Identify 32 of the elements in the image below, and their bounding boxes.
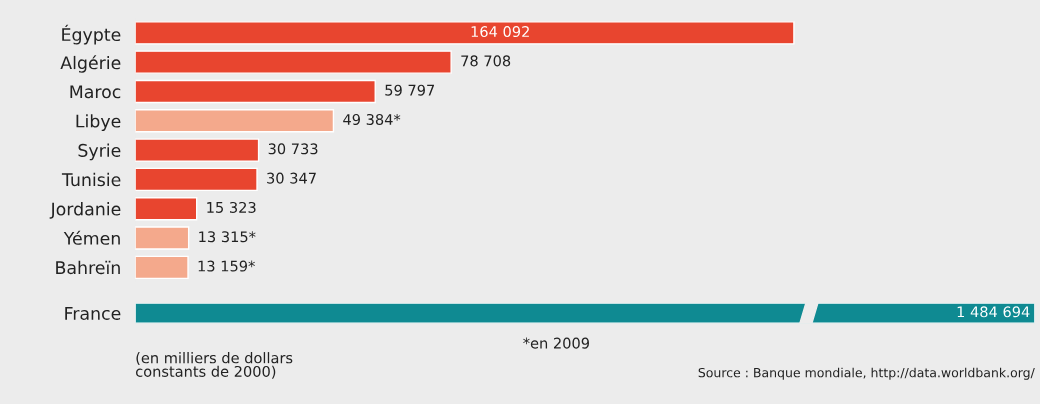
bar — [135, 79, 376, 104]
bar — [135, 21, 795, 45]
data-label: 164 092 — [471, 26, 529, 38]
data-label: 15 323 — [207, 201, 256, 213]
data-label: 59 797 — [385, 84, 435, 96]
data-label: 78 708 — [461, 55, 511, 67]
data-label: 13 315* — [199, 231, 256, 243]
data-label: 13 159* — [198, 260, 255, 272]
y-tick-label: Algérie — [60, 55, 121, 73]
bar — [135, 167, 258, 192]
bar — [135, 226, 190, 250]
bar — [135, 197, 198, 221]
y-tick-label: Égypte — [62, 24, 121, 45]
annotation: *en 2009 — [523, 337, 589, 349]
bar — [135, 138, 260, 162]
bar — [135, 50, 452, 74]
y-tick-label: France — [65, 307, 121, 320]
y-tick-label: Bahreïn — [56, 260, 120, 275]
y-tick-label: Jordanie — [49, 202, 121, 219]
y-tick-label: Yémen — [63, 230, 120, 245]
y-tick-label: Libye — [76, 114, 121, 131]
bar — [135, 109, 335, 133]
bar — [135, 255, 189, 280]
annotation: (en milliers de dollars constants de 2000) — [136, 352, 293, 379]
y-tick-label: Syrie — [78, 143, 121, 161]
y-tick-label: Tunisie — [61, 172, 121, 187]
data-label: 30 733 — [268, 143, 318, 155]
data-label: 49 384* — [343, 113, 401, 125]
data-label: 30 347 — [267, 172, 316, 184]
data-label: 1 484 694 — [957, 306, 1030, 318]
source-note: Source : Banque mondiale, http://data.worldbank.org/ — [698, 367, 1035, 380]
y-tick-label: Maroc — [70, 85, 121, 99]
